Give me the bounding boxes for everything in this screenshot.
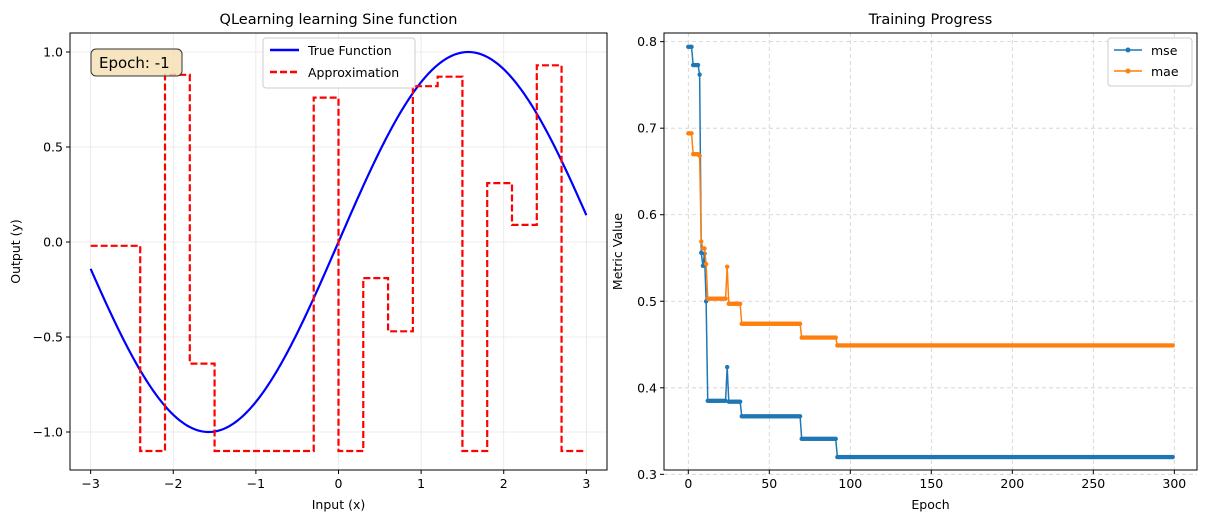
legend-approximation-label: Approximation	[308, 65, 399, 80]
mae-point	[689, 131, 694, 136]
mae-point	[1170, 343, 1175, 348]
right-x-tick-label: 300	[1162, 476, 1186, 491]
right-x-ticks: 0 50 100 150 200 250 300	[684, 470, 1186, 491]
mse-point	[689, 44, 694, 50]
left-x-tick-label: 3	[582, 476, 590, 491]
left-x-tick-label: 1	[417, 476, 425, 491]
right-x-tick-label: 150	[919, 476, 943, 491]
right-axes-frame	[663, 32, 1198, 471]
mae-point	[797, 321, 803, 326]
right-y-ticks: 0.3 0.4 0.5 0.6 0.7 0.8	[637, 34, 664, 482]
right-chart-title: Training Progress	[868, 12, 993, 28]
right-y-tick-label: 0.7	[637, 121, 657, 136]
left-y-ticks: −1.0 −0.5 0.0 0.5 1.0	[33, 45, 70, 440]
sine-approximation-chart: QLearning learning Sine function −3 −2 −1 0…	[8, 12, 608, 512]
mae-point	[699, 239, 704, 244]
right-y-tick-label: 0.8	[637, 34, 657, 49]
mae-point	[697, 153, 702, 159]
left-chart-title: QLearning learning Sine function	[220, 12, 458, 28]
right-y-axis-label: Metric Value	[610, 213, 625, 290]
right-x-tick-label: 50	[761, 476, 777, 491]
left-axes-frame	[69, 32, 608, 471]
training-progress-chart: Training Progress 0 50 100 150 200 250 300 0.3…	[610, 12, 1198, 512]
mae-point	[723, 296, 728, 301]
left-y-tick-label: 1.0	[43, 45, 63, 60]
right-x-axis-label: Epoch	[911, 497, 949, 512]
approximation-line	[90, 64, 587, 453]
left-y-tick-label: −0.5	[33, 330, 63, 345]
mse-point	[724, 364, 730, 370]
right-plot-area	[686, 44, 1175, 460]
mse-point	[695, 62, 701, 68]
left-x-tick-label: −2	[164, 476, 182, 491]
left-x-axis-label: Input (x)	[312, 497, 366, 512]
right-y-tick-label: 0.3	[637, 467, 657, 482]
mae-point	[703, 261, 709, 267]
epoch-annotation-box	[90, 48, 183, 77]
left-y-tick-label: −1.0	[33, 425, 63, 440]
right-legend-frame	[1107, 37, 1193, 87]
left-legend-frame	[262, 37, 416, 89]
mae-point	[724, 264, 730, 269]
epoch-annotation: Epoch: -1	[90, 48, 183, 77]
mse-point	[1170, 454, 1175, 460]
mse-point	[737, 399, 743, 404]
mse-series	[686, 44, 1175, 460]
left-x-tick-label: 0	[335, 476, 343, 491]
legend-true-function-label: True Function	[307, 43, 392, 58]
legend-mse-marker	[1125, 47, 1131, 53]
mse-point	[697, 72, 702, 77]
mae-point	[833, 335, 838, 340]
mse-point	[700, 263, 706, 268]
legend-mae-marker	[1125, 68, 1131, 74]
left-x-ticks: −3 −2 −1 0 1 2 3	[81, 470, 590, 491]
right-x-tick-label: 100	[838, 476, 862, 491]
legend-mse-label: mse	[1151, 43, 1178, 58]
left-y-tick-label: 0.5	[43, 140, 63, 155]
left-x-tick-label: 2	[500, 476, 508, 491]
right-legend: mse mae	[1107, 37, 1193, 87]
legend-mae-label: mae	[1151, 64, 1179, 79]
left-legend: True Function Approximation	[262, 37, 416, 89]
mae-point	[737, 301, 743, 307]
mse-point	[833, 436, 838, 442]
epoch-annotation-text: Epoch: -1	[99, 54, 170, 72]
left-y-tick-label: 0.0	[43, 235, 63, 250]
mae-series	[686, 131, 1175, 348]
left-y-axis-label: Output (y)	[8, 219, 23, 284]
right-x-tick-label: 250	[1081, 476, 1105, 491]
left-x-tick-label: −1	[247, 476, 265, 491]
left-x-tick-label: −3	[81, 476, 99, 491]
right-y-tick-label: 0.4	[637, 380, 657, 395]
right-x-tick-label: 0	[684, 476, 692, 491]
mae-point	[702, 246, 707, 251]
mse-point	[797, 414, 803, 419]
right-x-tick-label: 200	[1000, 476, 1024, 491]
left-plot-area	[89, 50, 588, 453]
right-y-tick-label: 0.5	[637, 294, 657, 309]
right-y-tick-label: 0.6	[637, 207, 657, 222]
